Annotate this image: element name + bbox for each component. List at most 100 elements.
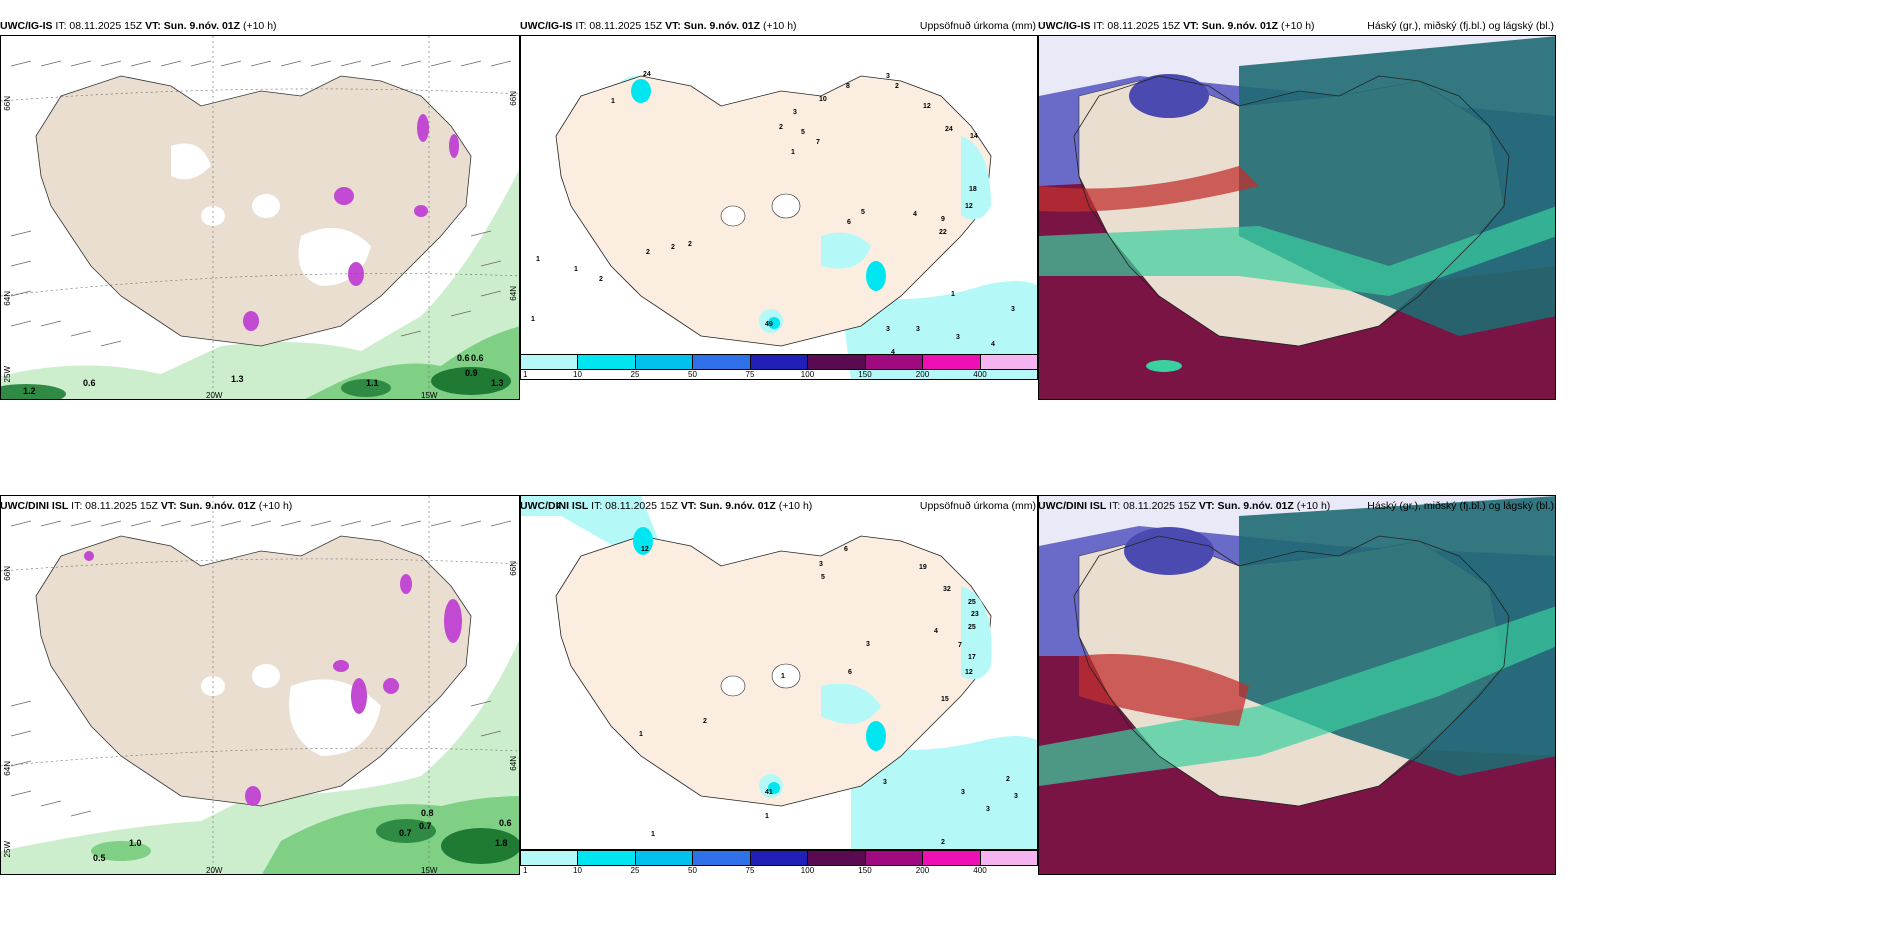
cb-label: 25 — [630, 866, 640, 875]
svg-text:1: 1 — [651, 831, 655, 838]
svg-text:2: 2 — [1006, 776, 1010, 783]
svg-text:2: 2 — [688, 241, 692, 248]
svg-text:14: 14 — [970, 133, 978, 140]
svg-text:3: 3 — [916, 326, 920, 333]
svg-text:12: 12 — [641, 546, 649, 553]
svg-text:12: 12 — [965, 203, 973, 210]
svg-text:9: 9 — [941, 216, 945, 223]
svg-text:4: 4 — [934, 628, 938, 635]
panel-header-2: UWC/IG-IS IT: 08.11.2025 15Z VT: Sun. 9.… — [520, 20, 1036, 32]
svg-text:1.2: 1.2 — [23, 386, 36, 396]
svg-text:0.6: 0.6 — [457, 353, 470, 363]
svg-text:2: 2 — [779, 124, 783, 131]
svg-text:3: 3 — [956, 334, 960, 341]
lat-label-64n-right: 64N — [509, 286, 518, 301]
svg-text:5: 5 — [801, 129, 805, 136]
svg-text:1: 1 — [611, 98, 615, 105]
colorbar-swatches-bottom — [520, 850, 1038, 866]
svg-text:3: 3 — [866, 641, 870, 648]
svg-text:8: 8 — [846, 83, 850, 90]
svg-text:19: 19 — [919, 564, 927, 571]
svg-text:2: 2 — [671, 244, 675, 251]
cb-label: 10 — [573, 866, 582, 875]
panel-header-5: UWC/DINI ISL IT: 08.11.2025 15Z VT: Sun.… — [520, 500, 1036, 512]
svg-text:4: 4 — [891, 349, 895, 356]
panel-header-4: UWC/DINI ISL IT: 08.11.2025 15Z VT: Sun.… — [0, 500, 293, 512]
svg-text:1: 1 — [781, 673, 785, 680]
panel-header-3: UWC/IG-IS IT: 08.11.2025 15Z VT: Sun. 9.… — [1038, 20, 1554, 32]
svg-text:6: 6 — [844, 546, 848, 553]
svg-text:2: 2 — [895, 83, 899, 90]
lat-label-64n: 64N — [3, 291, 12, 306]
svg-text:1: 1 — [574, 266, 578, 273]
svg-text:25: 25 — [968, 624, 976, 631]
svg-text:2: 2 — [941, 839, 945, 846]
svg-text:1: 1 — [951, 291, 955, 298]
svg-text:12: 12 — [923, 103, 931, 110]
lat-label-66n-right: 66N — [509, 91, 518, 106]
lon-label-15w: 15W — [421, 391, 438, 400]
lon-label-20w: 20W — [206, 391, 223, 400]
lon-label-15w: 15W — [421, 866, 438, 875]
cb-label: 10 — [573, 370, 582, 379]
svg-text:1.3: 1.3 — [231, 374, 244, 384]
panel-wind-top: 1.2 0.6 1.3 1.1 0.6 0.6 0.9 1.3 20W 15W 66N 6… — [0, 35, 520, 400]
svg-text:0.6: 0.6 — [83, 378, 96, 388]
svg-text:1.0: 1.0 — [129, 838, 142, 848]
map-wind-bottom: 0.5 1.0 0.8 0.7 0.7 1.8 0.6 — [1, 496, 519, 874]
svg-text:1.8: 1.8 — [495, 838, 508, 848]
svg-text:5: 5 — [861, 209, 865, 216]
lat-label-66n: 66N — [3, 96, 12, 111]
lat-label-66n-right: 66N — [509, 561, 518, 576]
svg-text:0.9: 0.9 — [465, 368, 478, 378]
svg-text:25: 25 — [968, 599, 976, 606]
cb-label: 100 — [800, 866, 815, 875]
colorbar-top: 1 10 25 50 75 100 150 200 400 — [520, 354, 1038, 379]
cb-label: 100 — [800, 370, 815, 379]
svg-text:6: 6 — [847, 219, 851, 226]
cb-label: 75 — [745, 866, 755, 875]
panel-wind-bottom: 0.5 1.0 0.8 0.7 0.7 1.8 0.6 20W 15W 66N 64N 2… — [0, 495, 520, 875]
svg-text:49: 49 — [765, 321, 773, 328]
colorbar-bottom: 1 10 25 50 75 100 150 200 400 — [520, 850, 1038, 875]
panel-clouds-top — [1038, 35, 1556, 400]
svg-text:12: 12 — [965, 669, 973, 676]
colorbar-swatches-top — [520, 354, 1038, 370]
svg-text:0.6: 0.6 — [499, 818, 512, 828]
map-clouds-top — [1039, 36, 1555, 399]
svg-text:32: 32 — [943, 586, 951, 593]
svg-text:3: 3 — [883, 779, 887, 786]
svg-text:0.8: 0.8 — [421, 808, 434, 818]
map-wind-top: 1.20.6 1.3 1.10.6 0.6 0.91.3 — [1, 36, 519, 399]
svg-text:22: 22 — [939, 229, 947, 236]
panel-clouds-bottom — [1038, 495, 1556, 875]
svg-text:3: 3 — [886, 73, 890, 80]
svg-text:0.7: 0.7 — [399, 828, 412, 838]
svg-text:3: 3 — [819, 561, 823, 568]
svg-text:1.1: 1.1 — [366, 378, 379, 388]
svg-text:3: 3 — [986, 806, 990, 813]
cb-label: 75 — [745, 370, 755, 379]
svg-text:18: 18 — [969, 186, 977, 193]
svg-text:10: 10 — [819, 96, 827, 103]
lat-label-64n: 64N — [3, 761, 12, 776]
svg-text:3: 3 — [1011, 306, 1015, 313]
cb-label: 400 — [973, 370, 987, 379]
cb-label: 25 — [630, 370, 640, 379]
lat-label-25w: 25W — [3, 366, 12, 383]
svg-text:1.3: 1.3 — [491, 378, 504, 388]
svg-text:24: 24 — [945, 126, 953, 133]
svg-text:3: 3 — [886, 326, 890, 333]
svg-text:24: 24 — [643, 71, 651, 78]
lat-label-25w: 25W — [3, 841, 12, 858]
svg-text:1: 1 — [531, 316, 535, 323]
cb-label: 150 — [858, 866, 872, 875]
map-clouds-bottom — [1039, 496, 1555, 874]
svg-text:1: 1 — [639, 731, 643, 738]
cb-label: 1 — [522, 370, 528, 379]
lat-label-66n: 66N — [3, 566, 12, 581]
svg-text:7: 7 — [816, 139, 820, 146]
